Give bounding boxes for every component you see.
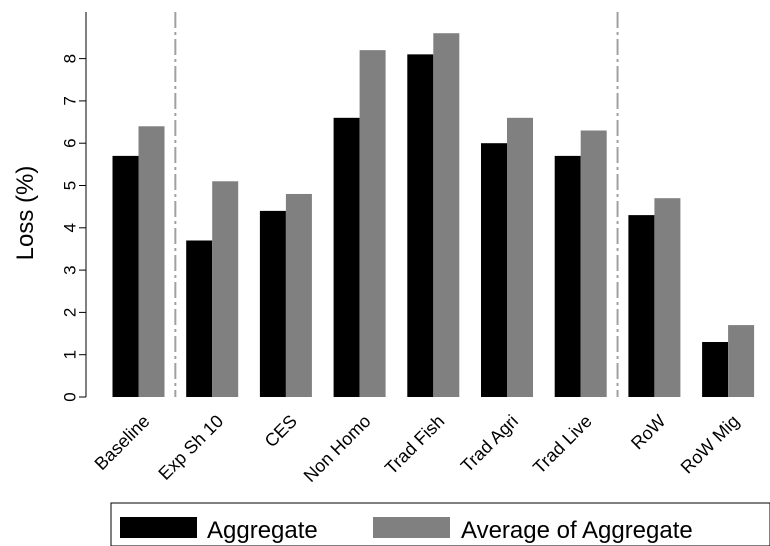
x-tick-label: Baseline	[91, 411, 154, 474]
bar	[259, 210, 286, 397]
bar	[654, 198, 681, 397]
y-tick-label: 6	[61, 138, 80, 147]
bar	[333, 117, 360, 397]
bar	[212, 181, 239, 397]
bar	[407, 54, 434, 398]
bar	[359, 50, 386, 397]
legend-label: Aggregate	[207, 517, 318, 544]
legend-swatch	[120, 517, 197, 538]
legend: Aggregate Average of Aggregate	[110, 502, 770, 546]
bar	[628, 215, 655, 397]
y-tick-label: 8	[61, 54, 80, 63]
x-tick-label: Exp Sh 10	[154, 411, 227, 484]
y-tick-label: 1	[61, 350, 80, 359]
y-tick-label: 3	[61, 265, 80, 274]
bar	[138, 126, 165, 397]
bar	[481, 143, 507, 397]
y-tick-label: 7	[61, 96, 80, 105]
bar	[507, 117, 533, 397]
x-tick-label: Trad Fish	[381, 411, 448, 478]
bar	[580, 130, 607, 397]
x-tick-label: RoW Mig	[677, 411, 743, 477]
x-tick-label: Non Homo	[300, 411, 375, 486]
x-tick-label: Trad Live	[529, 411, 596, 478]
legend-swatch	[373, 517, 450, 538]
bar	[433, 33, 460, 397]
y-tick-label: 5	[61, 181, 80, 190]
bar	[112, 155, 139, 397]
y-tick-label: 4	[61, 223, 80, 232]
x-tick-label: RoW	[627, 411, 669, 453]
y-tick-label: 0	[61, 392, 80, 401]
bar	[554, 155, 581, 397]
bar	[186, 240, 213, 397]
bar	[728, 325, 755, 397]
x-tick-label: Trad Agri	[457, 411, 522, 476]
bar	[285, 193, 312, 397]
bar	[702, 342, 729, 397]
x-tick-label: CES	[261, 411, 301, 451]
y-axis-title: Loss (%)	[12, 166, 39, 261]
y-tick-label: 2	[61, 308, 80, 317]
legend-label: Average of Aggregate	[461, 517, 693, 544]
